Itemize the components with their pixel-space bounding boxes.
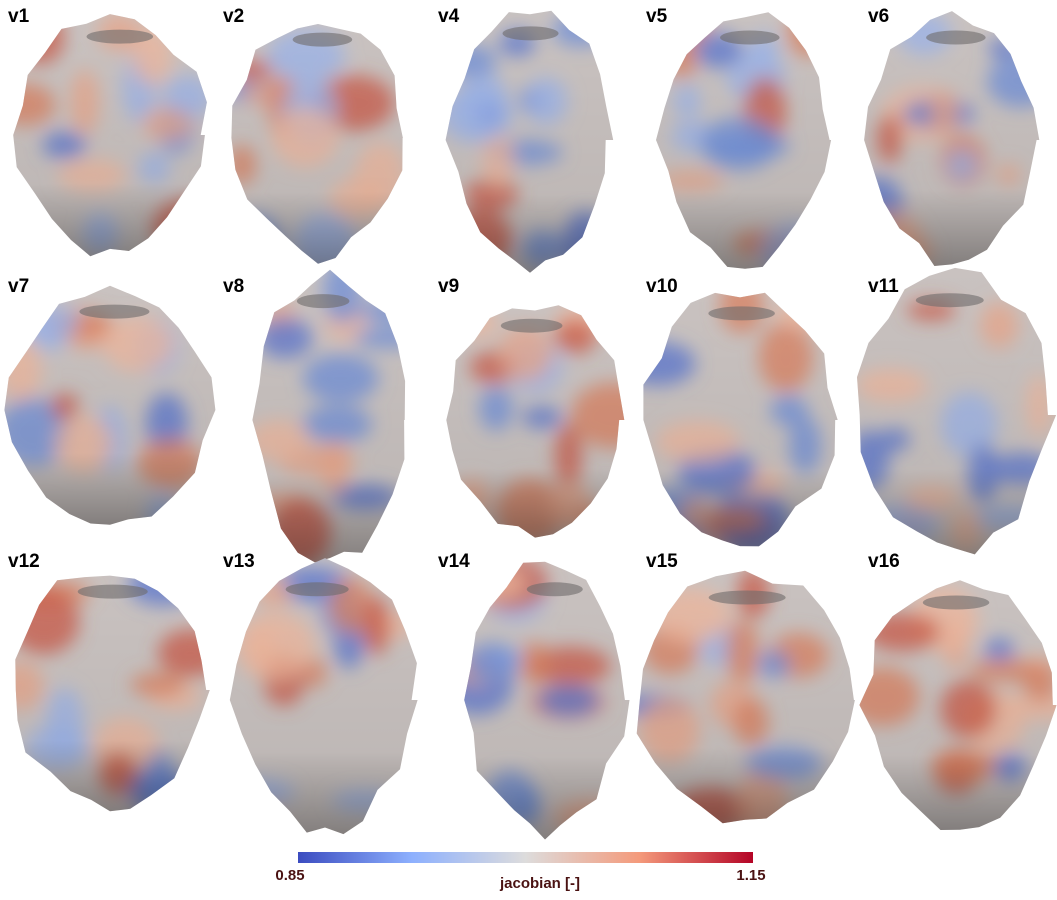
heart-panel: v10	[643, 276, 838, 547]
heart-opening	[708, 590, 786, 605]
heart-opening	[77, 584, 148, 599]
heart-panel: v4	[438, 6, 614, 273]
heart-panel: v8	[223, 269, 406, 563]
heart-shading	[4, 285, 216, 525]
heart-opening	[79, 304, 150, 319]
heart-shading	[864, 11, 1040, 266]
heart-panel: v15	[636, 551, 855, 824]
heart-panel: v7	[4, 276, 216, 525]
heart-panel: v13	[223, 551, 418, 835]
colorbar-max-label: 1.15	[736, 867, 765, 884]
heart-panel: v9	[438, 276, 625, 538]
colorbar-min-label: 0.85	[275, 867, 304, 884]
panel-label: v13	[223, 551, 255, 572]
heart-opening	[915, 293, 984, 308]
heart-shading	[229, 558, 418, 835]
heart-panel: v12	[8, 551, 210, 812]
heart-opening	[708, 306, 775, 321]
panel-label: v4	[438, 6, 460, 27]
panel-label: v2	[223, 6, 244, 27]
heart-shading	[252, 269, 406, 563]
panel-label: v16	[868, 551, 900, 572]
panel-label: v5	[646, 6, 668, 27]
heart-shading	[13, 14, 207, 257]
heart-shading	[446, 305, 625, 538]
heart-shading	[636, 570, 855, 824]
panel-label: v8	[223, 276, 244, 297]
heart-panel: v16	[859, 551, 1057, 830]
panel-label: v10	[646, 276, 678, 297]
heart-opening	[502, 26, 559, 41]
color-patch	[864, 231, 907, 264]
panel-label: v9	[438, 276, 459, 297]
color-patch	[229, 797, 278, 835]
panel-label: v6	[868, 6, 889, 27]
heart-opening	[926, 30, 986, 45]
heart-shading	[656, 12, 832, 269]
colorbar-title: jacobian [-]	[499, 875, 580, 892]
heart-panel: v2	[223, 6, 403, 264]
heart-opening	[720, 30, 780, 45]
heart-panel: v11	[857, 267, 1057, 555]
heart-shading	[643, 292, 838, 547]
panel-label: v1	[8, 6, 30, 27]
heart-opening	[296, 294, 350, 309]
heart-opening	[922, 595, 990, 610]
panel-label: v12	[8, 551, 40, 572]
heart-shading	[464, 561, 630, 840]
panel-label: v7	[8, 276, 29, 297]
heart-opening	[526, 582, 583, 597]
heart-opening	[292, 32, 353, 47]
panel-label: v14	[438, 551, 470, 572]
heart-opening	[86, 29, 154, 44]
heart-shading	[445, 10, 614, 273]
heart-opening	[285, 582, 349, 597]
heart-opening	[500, 318, 563, 333]
panel-label: v15	[646, 551, 678, 572]
heart-shading	[859, 580, 1057, 830]
colorbar	[298, 852, 753, 863]
panel-label: v11	[868, 276, 899, 297]
heart-panel: v1	[8, 6, 207, 257]
heart-panel: v14	[438, 551, 630, 840]
heart-shading	[15, 575, 210, 812]
panels: v1 v2 v4 v5 v6 v7 v8 v9 v10 v11 v12 v13 v14 v15 v16	[4, 6, 1057, 840]
heart-shading	[857, 267, 1057, 555]
heart-panel: v6	[864, 6, 1040, 266]
heart-panel: v5	[646, 6, 832, 269]
heart-shading	[231, 24, 403, 264]
